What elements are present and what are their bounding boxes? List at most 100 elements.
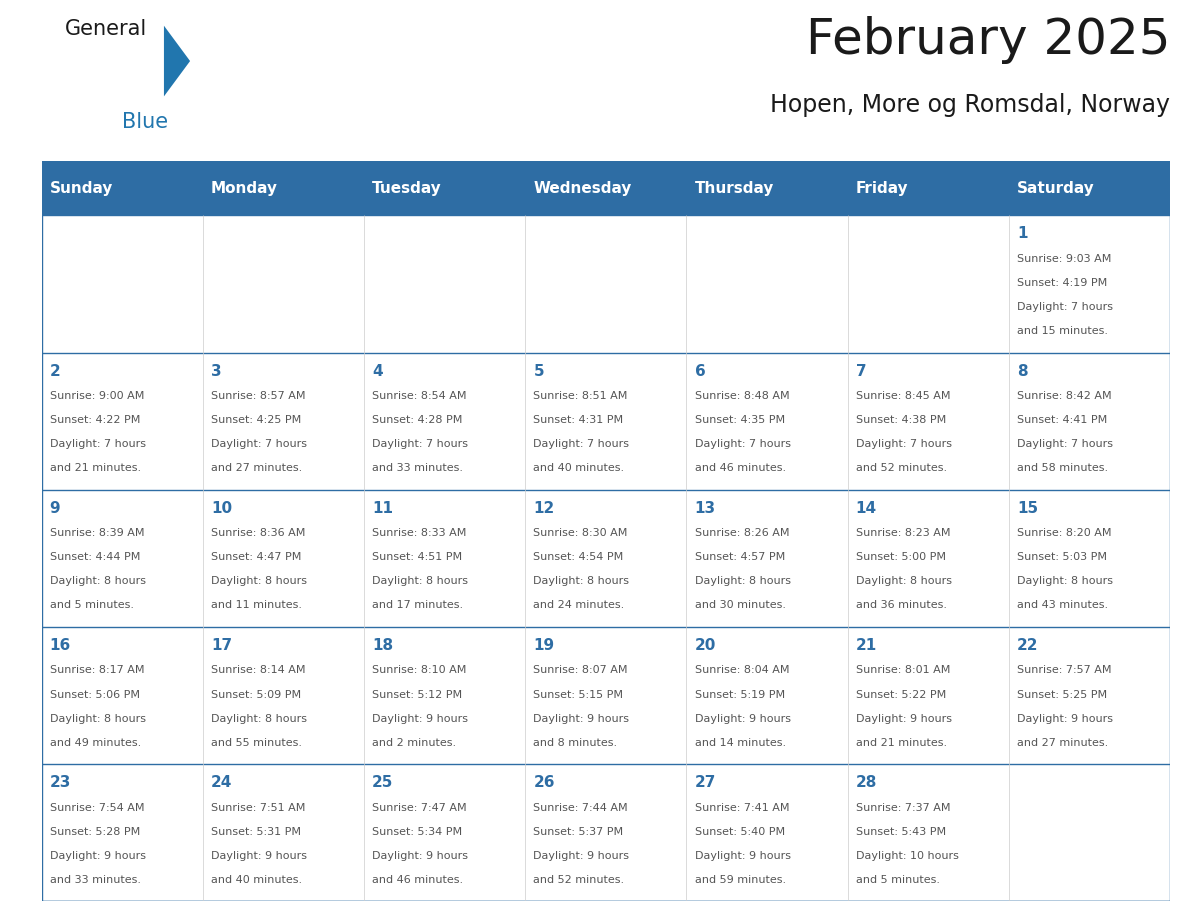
Text: 24: 24 (211, 776, 232, 790)
Text: 16: 16 (50, 638, 71, 653)
Text: Blue: Blue (122, 112, 169, 132)
Text: Sunset: 4:44 PM: Sunset: 4:44 PM (50, 553, 140, 563)
Text: Sunrise: 8:48 AM: Sunrise: 8:48 AM (695, 391, 789, 401)
Text: Sunrise: 8:51 AM: Sunrise: 8:51 AM (533, 391, 627, 401)
Text: Sunrise: 8:39 AM: Sunrise: 8:39 AM (50, 528, 144, 538)
Text: Daylight: 7 hours: Daylight: 7 hours (533, 439, 630, 449)
Text: Daylight: 9 hours: Daylight: 9 hours (533, 713, 630, 723)
Text: and 24 minutes.: and 24 minutes. (533, 600, 625, 610)
Text: Saturday: Saturday (1017, 181, 1095, 196)
Bar (42, 161, 1170, 216)
Text: Daylight: 7 hours: Daylight: 7 hours (372, 439, 468, 449)
Text: Daylight: 9 hours: Daylight: 9 hours (1017, 713, 1113, 723)
Text: Daylight: 9 hours: Daylight: 9 hours (855, 713, 952, 723)
Text: Sunrise: 8:36 AM: Sunrise: 8:36 AM (211, 528, 305, 538)
Text: Sunrise: 8:45 AM: Sunrise: 8:45 AM (855, 391, 950, 401)
Text: Sunrise: 7:54 AM: Sunrise: 7:54 AM (50, 802, 144, 812)
Text: Sunset: 4:28 PM: Sunset: 4:28 PM (372, 415, 462, 425)
Text: Sunset: 4:38 PM: Sunset: 4:38 PM (855, 415, 946, 425)
Text: Sunset: 5:43 PM: Sunset: 5:43 PM (855, 827, 946, 836)
Text: Daylight: 9 hours: Daylight: 9 hours (533, 851, 630, 861)
Text: and 40 minutes.: and 40 minutes. (533, 463, 625, 473)
Text: Thursday: Thursday (695, 181, 773, 196)
Text: Sunday: Sunday (50, 181, 113, 196)
Text: Daylight: 7 hours: Daylight: 7 hours (695, 439, 790, 449)
Text: 22: 22 (1017, 638, 1038, 653)
Text: Sunset: 5:40 PM: Sunset: 5:40 PM (695, 827, 785, 836)
Text: Wednesday: Wednesday (533, 181, 632, 196)
Text: 14: 14 (855, 501, 877, 516)
Text: 13: 13 (695, 501, 715, 516)
Text: 26: 26 (533, 776, 555, 790)
Text: Daylight: 7 hours: Daylight: 7 hours (1017, 439, 1113, 449)
Text: and 11 minutes.: and 11 minutes. (211, 600, 302, 610)
Text: Friday: Friday (855, 181, 909, 196)
Text: 7: 7 (855, 364, 866, 378)
Text: Sunset: 5:06 PM: Sunset: 5:06 PM (50, 689, 140, 700)
Text: and 43 minutes.: and 43 minutes. (1017, 600, 1108, 610)
Text: Daylight: 8 hours: Daylight: 8 hours (50, 577, 146, 587)
Text: and 27 minutes.: and 27 minutes. (1017, 737, 1108, 747)
Text: Sunset: 5:19 PM: Sunset: 5:19 PM (695, 689, 785, 700)
Text: and 49 minutes.: and 49 minutes. (50, 737, 141, 747)
Text: Hopen, More og Romsdal, Norway: Hopen, More og Romsdal, Norway (770, 93, 1170, 118)
Text: Sunrise: 8:14 AM: Sunrise: 8:14 AM (211, 666, 305, 676)
Text: 6: 6 (695, 364, 706, 378)
Text: Sunrise: 9:00 AM: Sunrise: 9:00 AM (50, 391, 144, 401)
Text: Sunset: 5:00 PM: Sunset: 5:00 PM (855, 553, 946, 563)
Text: Sunset: 5:37 PM: Sunset: 5:37 PM (533, 827, 624, 836)
Text: and 5 minutes.: and 5 minutes. (50, 600, 133, 610)
Text: and 5 minutes.: and 5 minutes. (855, 875, 940, 885)
Text: Daylight: 8 hours: Daylight: 8 hours (211, 713, 307, 723)
Text: 20: 20 (695, 638, 716, 653)
Text: 28: 28 (855, 776, 877, 790)
Text: Sunrise: 9:03 AM: Sunrise: 9:03 AM (1017, 254, 1112, 263)
Text: Daylight: 8 hours: Daylight: 8 hours (855, 577, 952, 587)
Text: Sunset: 4:31 PM: Sunset: 4:31 PM (533, 415, 624, 425)
Text: Sunset: 5:12 PM: Sunset: 5:12 PM (372, 689, 462, 700)
Text: and 17 minutes.: and 17 minutes. (372, 600, 463, 610)
Text: 15: 15 (1017, 501, 1038, 516)
Text: and 30 minutes.: and 30 minutes. (695, 600, 785, 610)
Text: and 52 minutes.: and 52 minutes. (855, 463, 947, 473)
Text: Sunset: 4:35 PM: Sunset: 4:35 PM (695, 415, 785, 425)
Text: Monday: Monday (211, 181, 278, 196)
Text: 10: 10 (211, 501, 232, 516)
Text: 5: 5 (533, 364, 544, 378)
Text: Sunset: 5:22 PM: Sunset: 5:22 PM (855, 689, 946, 700)
Text: Sunrise: 8:10 AM: Sunrise: 8:10 AM (372, 666, 467, 676)
Text: Daylight: 8 hours: Daylight: 8 hours (50, 713, 146, 723)
Text: 19: 19 (533, 638, 555, 653)
Text: Sunrise: 8:07 AM: Sunrise: 8:07 AM (533, 666, 627, 676)
Text: Sunrise: 8:33 AM: Sunrise: 8:33 AM (372, 528, 467, 538)
Text: and 14 minutes.: and 14 minutes. (695, 737, 785, 747)
Text: Sunset: 4:51 PM: Sunset: 4:51 PM (372, 553, 462, 563)
Text: Daylight: 8 hours: Daylight: 8 hours (533, 577, 630, 587)
Text: Sunrise: 8:54 AM: Sunrise: 8:54 AM (372, 391, 467, 401)
Text: Sunrise: 8:30 AM: Sunrise: 8:30 AM (533, 528, 627, 538)
Text: Sunset: 5:31 PM: Sunset: 5:31 PM (211, 827, 301, 836)
Text: and 52 minutes.: and 52 minutes. (533, 875, 625, 885)
Text: 21: 21 (855, 638, 877, 653)
Text: 17: 17 (211, 638, 232, 653)
Text: and 33 minutes.: and 33 minutes. (50, 875, 140, 885)
Text: Sunrise: 7:57 AM: Sunrise: 7:57 AM (1017, 666, 1112, 676)
Text: Daylight: 9 hours: Daylight: 9 hours (211, 851, 307, 861)
Text: Sunrise: 8:17 AM: Sunrise: 8:17 AM (50, 666, 144, 676)
Text: 1: 1 (1017, 227, 1028, 241)
Text: Daylight: 8 hours: Daylight: 8 hours (695, 577, 790, 587)
Text: and 40 minutes.: and 40 minutes. (211, 875, 302, 885)
Text: Sunrise: 7:51 AM: Sunrise: 7:51 AM (211, 802, 305, 812)
Text: 3: 3 (211, 364, 221, 378)
Text: Sunset: 5:15 PM: Sunset: 5:15 PM (533, 689, 624, 700)
Text: 9: 9 (50, 501, 61, 516)
Text: Sunrise: 8:20 AM: Sunrise: 8:20 AM (1017, 528, 1112, 538)
Text: 18: 18 (372, 638, 393, 653)
Text: Sunrise: 8:26 AM: Sunrise: 8:26 AM (695, 528, 789, 538)
Text: and 58 minutes.: and 58 minutes. (1017, 463, 1108, 473)
Text: Daylight: 10 hours: Daylight: 10 hours (855, 851, 959, 861)
Text: Daylight: 7 hours: Daylight: 7 hours (1017, 302, 1113, 312)
Text: 11: 11 (372, 501, 393, 516)
Text: Daylight: 8 hours: Daylight: 8 hours (211, 577, 307, 587)
Text: Sunset: 4:41 PM: Sunset: 4:41 PM (1017, 415, 1107, 425)
